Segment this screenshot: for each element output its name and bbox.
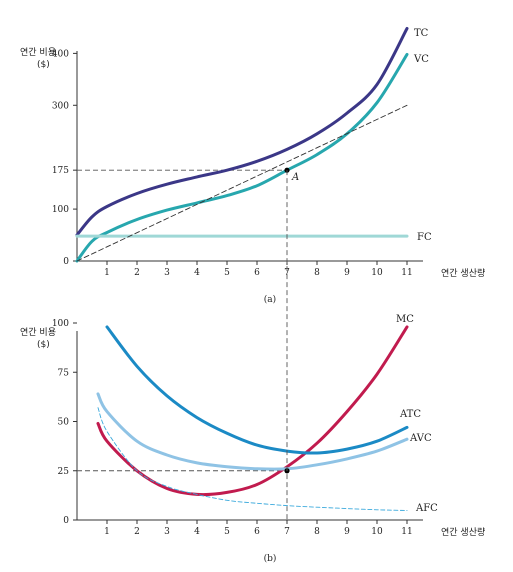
x-tick-label: 1 [104, 527, 110, 537]
y-tick-label: 300 [52, 101, 69, 111]
mc-label: MC [396, 314, 414, 325]
dashed-ray-line [76, 104, 408, 262]
x-tick-label: 6 [254, 268, 260, 278]
x-tick-label: 2 [134, 268, 140, 278]
atc-curve [105, 325, 409, 455]
x-tick-label: 7 [284, 268, 290, 278]
panel-label: (a) [264, 294, 276, 305]
x-tick-label: 11 [401, 527, 412, 537]
y-axis-unit: ($) [37, 340, 50, 350]
x-tick-label: 9 [344, 527, 350, 537]
panel-label: (b) [264, 553, 277, 564]
x-axis-label: 연간 생산량 [441, 267, 485, 279]
x-tick-label: 10 [371, 268, 383, 278]
y-tick-label: 100 [52, 319, 69, 329]
avc-label: AVC [409, 433, 432, 444]
afc-curve [97, 407, 408, 511]
atc-label: ATC [399, 409, 421, 420]
y-tick-label: 0 [63, 516, 69, 526]
afc-label: AFC [415, 503, 438, 514]
x-tick-label: 5 [224, 268, 230, 278]
x-tick-label: 5 [224, 527, 230, 537]
y-tick-label: 175 [52, 166, 69, 176]
x-tick-label: 9 [344, 268, 350, 278]
x-tick-label: 3 [164, 527, 170, 537]
x-tick-label: 11 [401, 268, 412, 278]
tc-curve [75, 27, 409, 237]
x-axis-label: 연간 생산량 [441, 526, 485, 538]
y-axis-unit: ($) [37, 60, 50, 70]
x-tick-label: 8 [314, 527, 320, 537]
x-tick-label: 4 [194, 268, 200, 278]
fc-label: FC [417, 232, 432, 243]
x-tick-label: 7 [284, 527, 290, 537]
avc-curve [96, 392, 409, 471]
vc-curve [75, 52, 409, 263]
x-tick-label: 2 [134, 527, 140, 537]
point-a-label: A [291, 172, 299, 183]
marker-point [284, 167, 290, 173]
y-tick-label: 100 [52, 205, 69, 215]
x-tick-label: 1 [104, 268, 110, 278]
y-axis-label: 연간 비용 [20, 47, 56, 58]
x-tick-label: 10 [371, 527, 383, 537]
y-tick-label: 75 [58, 368, 70, 378]
x-tick-label: 3 [164, 268, 170, 278]
x-tick-label: 8 [314, 268, 320, 278]
y-tick-label: 0 [63, 257, 69, 267]
x-tick-label: 6 [254, 527, 260, 537]
y-tick-label: 50 [58, 418, 70, 428]
vc-label: VC [413, 54, 429, 65]
y-tick-label: 25 [58, 467, 70, 477]
x-tick-label: 4 [194, 527, 200, 537]
tc-label: TC [414, 28, 429, 39]
panel-a-total-cost-chart: 0 100 175 300 400 1 2 3 4 5 6 7 8 9 10 11 연간 비용 ($) 연간 생산량… [20, 27, 485, 305]
y-tick-label: 400 [52, 49, 69, 59]
y-axis-label: 연간 비용 [20, 327, 56, 338]
